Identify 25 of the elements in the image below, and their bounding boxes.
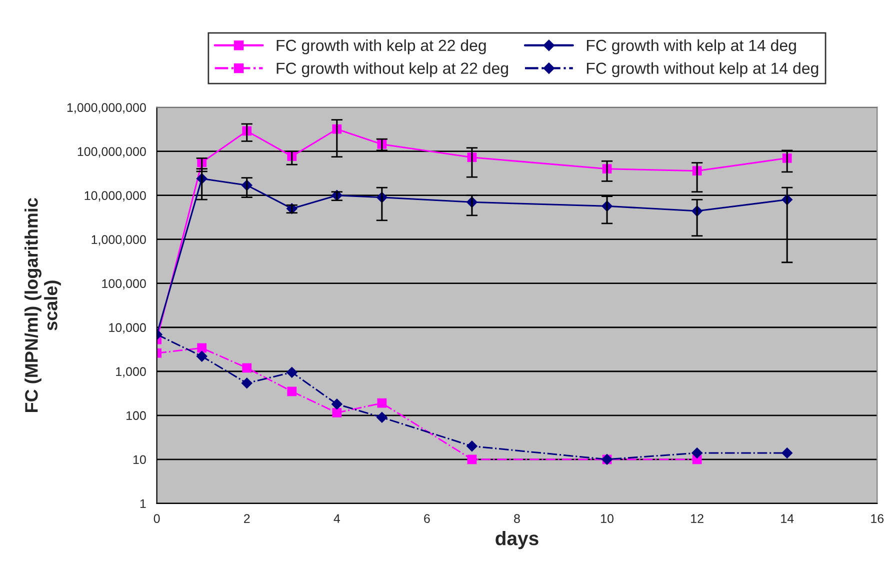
y-tick-label: 100,000 [102, 279, 146, 290]
x-tick-label: 16 [871, 514, 884, 523]
legend-label: FC growth without kelp at 22 deg [276, 62, 508, 78]
legend-label: FC growth with kelp at 14 deg [586, 39, 796, 54]
y-tick-label: 100 [126, 411, 146, 420]
y-tick-label: 1,000 [116, 367, 146, 378]
y-tick-label: 1,000,000,000 [67, 103, 146, 114]
y-axis-title: FC (MPN/ml) (logarithmic scale) [24, 198, 61, 412]
legend-label: FC growth without kelp at 14 deg [586, 62, 818, 78]
x-tick-label: 2 [244, 514, 250, 523]
y-tick-label: 1,000,000 [92, 235, 146, 246]
legend-label: FC growth with kelp at 22 deg [276, 39, 486, 54]
x-tick-label: 14 [781, 514, 794, 523]
y-tick-label: 10 [133, 455, 146, 464]
x-tick-label: 4 [334, 514, 340, 523]
x-axis-title: days [496, 531, 538, 550]
x-tick-label: 12 [691, 514, 704, 523]
x-tick-label: 10 [601, 514, 614, 523]
y-tick-label: 10,000,000 [84, 191, 146, 202]
x-tick-label: 6 [424, 514, 430, 523]
x-tick-label: 8 [514, 514, 520, 523]
x-tick-label: 0 [154, 514, 160, 523]
y-tick-label: 1 [140, 499, 146, 508]
y-tick-label: 10,000 [109, 323, 146, 334]
y-tick-label: 100,000,000 [78, 147, 146, 158]
